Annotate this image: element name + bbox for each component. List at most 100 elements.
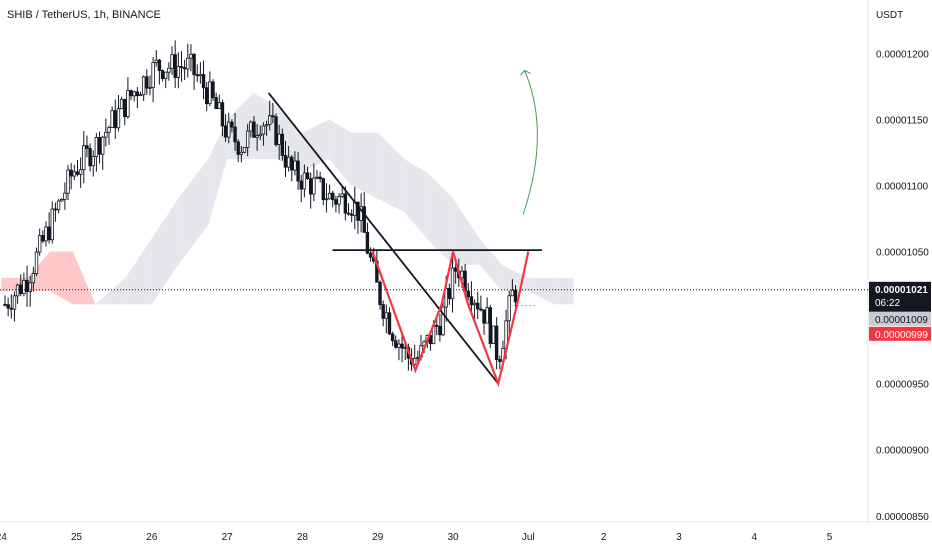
candle-body — [31, 273, 36, 284]
candle-body — [513, 289, 518, 303]
y-tick-label: 0.00001150 — [876, 115, 929, 126]
candle — [9, 294, 14, 319]
candle — [50, 201, 54, 244]
candle-body — [176, 66, 181, 78]
candle — [353, 186, 357, 230]
x-tick-label: 2 — [601, 532, 607, 543]
candle — [3, 295, 7, 307]
cloud-segment-bullish — [554, 277, 574, 305]
candle — [119, 96, 124, 110]
candle — [286, 145, 291, 172]
candle-body — [359, 206, 363, 221]
candle-body — [466, 290, 470, 298]
candle — [141, 75, 146, 102]
candle-body — [123, 98, 127, 118]
candle-body — [82, 145, 86, 171]
candle — [69, 163, 73, 190]
candle-body — [85, 145, 89, 149]
candle — [145, 69, 149, 95]
cloud-segment-bullish — [479, 238, 502, 292]
candle-body — [19, 284, 23, 295]
candle-body — [435, 324, 439, 327]
candle-body — [12, 295, 17, 310]
cloud-segment-bullish — [528, 277, 555, 305]
candle-body — [217, 102, 221, 109]
candle — [78, 157, 83, 188]
candle-body — [37, 235, 42, 253]
candle-body — [233, 126, 237, 143]
candle-body — [227, 121, 231, 138]
candle-body — [104, 131, 108, 138]
candle-body — [302, 172, 307, 190]
candle — [349, 209, 354, 223]
candle — [28, 275, 32, 307]
chart-title: SHIB / TetherUS, 1h, BINANCE — [7, 9, 161, 21]
candle — [239, 145, 244, 163]
candle-body — [293, 160, 297, 171]
candle-body — [148, 86, 152, 89]
current-price-badge — [869, 281, 931, 312]
candle-body — [145, 76, 149, 89]
candle — [479, 295, 483, 312]
candle-body — [308, 178, 313, 195]
candle-body — [491, 325, 496, 344]
candle — [91, 150, 95, 177]
candle — [293, 151, 297, 176]
candle-body — [47, 226, 51, 241]
candle — [510, 279, 515, 297]
candle — [498, 355, 502, 369]
candle — [450, 257, 455, 313]
candle-body — [268, 115, 272, 125]
candle-body — [498, 359, 502, 362]
candle — [416, 350, 420, 362]
candle — [397, 339, 401, 361]
candle — [230, 119, 234, 133]
candle-body — [447, 287, 452, 300]
candle-body — [271, 115, 275, 118]
candle-body — [286, 156, 291, 168]
candle-body — [182, 67, 187, 70]
candle-body — [412, 357, 417, 365]
candle-body — [6, 304, 10, 309]
candle — [227, 112, 231, 144]
candle-body — [119, 98, 124, 110]
candle-body — [28, 282, 32, 293]
candle-body — [438, 326, 442, 336]
candle-body — [214, 97, 218, 109]
candle — [186, 43, 190, 78]
price-label-badge — [869, 326, 931, 341]
candle — [469, 281, 474, 315]
candle — [340, 186, 344, 199]
countdown-label: 06:22 — [875, 298, 900, 309]
candle — [453, 261, 458, 284]
candle-body — [441, 306, 445, 336]
candle-body — [25, 280, 29, 293]
candle — [214, 92, 218, 109]
candle-body — [453, 267, 458, 272]
candle — [290, 155, 294, 182]
candle — [277, 124, 281, 160]
candle — [104, 118, 108, 147]
candle — [296, 152, 300, 191]
candle — [327, 184, 332, 200]
candle-body — [321, 178, 325, 200]
candle-body — [416, 356, 420, 359]
candle — [466, 282, 470, 301]
candle-body — [507, 295, 511, 322]
price-label: 0.00001009 — [875, 315, 928, 326]
candle-body — [315, 176, 319, 179]
candle — [126, 77, 130, 119]
candle-body — [223, 125, 228, 138]
candle — [252, 115, 256, 138]
candle — [192, 53, 196, 91]
cloud-segment-bullish — [151, 198, 179, 305]
candle — [400, 335, 404, 363]
x-tick-label: 30 — [447, 532, 459, 543]
candle-body — [356, 201, 360, 221]
candle-body — [280, 133, 285, 156]
candle — [435, 318, 439, 336]
price-label: 0.00000999 — [875, 330, 928, 341]
candle-body — [318, 176, 322, 180]
candle-body — [261, 125, 266, 135]
